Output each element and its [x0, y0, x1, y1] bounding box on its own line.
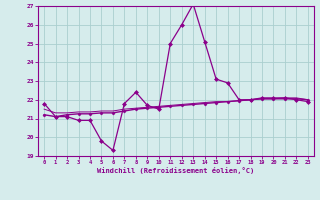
X-axis label: Windchill (Refroidissement éolien,°C): Windchill (Refroidissement éolien,°C)	[97, 167, 255, 174]
